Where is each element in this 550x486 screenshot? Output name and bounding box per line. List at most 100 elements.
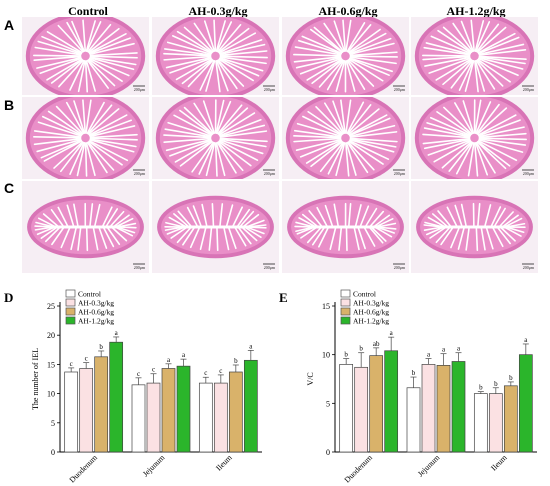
legend-swatch	[65, 298, 76, 307]
villi-lumen	[163, 99, 268, 177]
row-letter-c: C	[4, 180, 15, 196]
bar	[369, 355, 384, 453]
bar	[354, 366, 369, 453]
y-tick-label: 15	[322, 302, 330, 311]
y-axis-label: V/C	[306, 372, 315, 385]
significance-label: a	[115, 329, 119, 337]
significance-label: a	[167, 356, 171, 364]
y-tick-label: 10	[47, 390, 55, 399]
micrograph-panel: 200μm	[282, 97, 409, 179]
micrograph-panel: 200μm	[22, 97, 149, 179]
villi-lumen	[293, 99, 398, 177]
significance-label: b	[509, 374, 513, 382]
column-header-ah-12: AH-1.2g/kg	[446, 4, 506, 18]
bar	[64, 371, 79, 453]
bar	[518, 354, 533, 453]
row-letter-a: A	[4, 17, 15, 33]
y-axis-label: The number of IEL	[31, 348, 40, 410]
bar	[473, 393, 488, 453]
legend-swatch	[340, 316, 351, 325]
legend-label: AH-0.3g/kg	[353, 299, 389, 308]
micrograph-panel: 200μm	[152, 97, 279, 179]
significance-label: c	[152, 366, 155, 374]
bar	[503, 385, 518, 453]
scale-bar-label: 200μm	[523, 87, 535, 92]
micrograph-panel: 200μm	[22, 17, 149, 95]
category-label: Ileum	[489, 453, 509, 473]
micrograph-panel: 200μm	[411, 181, 538, 273]
significance-label: a	[524, 336, 528, 344]
significance-label: a	[390, 329, 394, 337]
bar	[451, 361, 466, 453]
y-tick-label: 0	[326, 448, 330, 457]
category-label: Duodenum	[343, 453, 375, 485]
y-tick-label: 5	[51, 419, 55, 428]
micrograph-panel: 200μm	[152, 17, 279, 95]
significance-label: b	[344, 351, 348, 359]
significance-label: a	[442, 346, 446, 354]
villi-lumen	[294, 202, 397, 252]
bar	[176, 365, 191, 453]
legend-swatch	[340, 307, 351, 316]
legend-label: AH-1.2g/kg	[353, 317, 389, 326]
legend-swatch	[340, 298, 351, 307]
villi-lumen	[163, 19, 268, 93]
villi-lumen	[293, 19, 398, 93]
column-header-control: Control	[68, 4, 108, 18]
villi-lumen	[423, 202, 526, 252]
y-tick-label: 5	[326, 399, 330, 408]
villi-lumen	[422, 19, 527, 93]
significance-label: c	[137, 370, 140, 378]
significance-label: b	[234, 357, 238, 365]
bar	[384, 350, 399, 453]
significance-label: b	[479, 384, 483, 392]
bar	[94, 356, 109, 453]
villi-lumen	[33, 19, 138, 93]
intestine-mucosa	[159, 17, 272, 95]
panel-letter: E	[279, 290, 288, 305]
scale-bar-label: 200μm	[523, 265, 535, 270]
legend-label: AH-0.3g/kg	[78, 299, 114, 308]
legend-label: Control	[78, 290, 101, 299]
significance-label: b	[99, 343, 103, 351]
significance-label: a	[427, 351, 431, 359]
micrograph-panel: 200μm	[411, 17, 538, 95]
scale-bar-label: 200μm	[394, 171, 406, 176]
scale-bar-label: 200μm	[134, 171, 146, 176]
legend-swatch	[65, 307, 76, 316]
bar	[198, 382, 213, 453]
bar	[109, 341, 124, 453]
bar	[79, 368, 94, 453]
micrograph-panel: 200μm	[152, 181, 279, 273]
y-tick-label: 0	[51, 448, 55, 457]
significance-label: b	[359, 345, 363, 353]
scale-bar-label: 200μm	[264, 87, 276, 92]
category-label: Ileum	[214, 453, 234, 473]
y-tick-label: 15	[47, 360, 55, 369]
legend-label: AH-0.6g/kg	[353, 308, 389, 317]
significance-label: c	[85, 355, 88, 363]
category-label: Duodenum	[68, 453, 100, 485]
bar	[243, 359, 258, 453]
bar	[406, 387, 421, 453]
bar	[436, 365, 451, 453]
micrograph-panel: 200μm	[411, 97, 538, 179]
row-letter-b: B	[4, 97, 15, 113]
legend-label: Control	[353, 290, 376, 299]
panel-letter: D	[4, 290, 13, 305]
significance-label: b	[412, 369, 416, 377]
villi-lumen	[33, 99, 138, 177]
bar	[421, 364, 436, 453]
scale-bar-label: 200μm	[394, 87, 406, 92]
micrograph-panel: 200μm	[282, 181, 409, 273]
significance-label: c	[70, 360, 73, 368]
legend-swatch	[65, 289, 76, 298]
bar	[488, 393, 503, 453]
micrograph-panel: 200μm	[22, 181, 149, 273]
category-label: Jejunum	[141, 453, 167, 479]
intestine-mucosa	[289, 97, 402, 179]
significance-label: a	[182, 351, 186, 359]
scale-bar-label: 200μm	[523, 171, 535, 176]
scale-bar-label: 200μm	[134, 87, 146, 92]
